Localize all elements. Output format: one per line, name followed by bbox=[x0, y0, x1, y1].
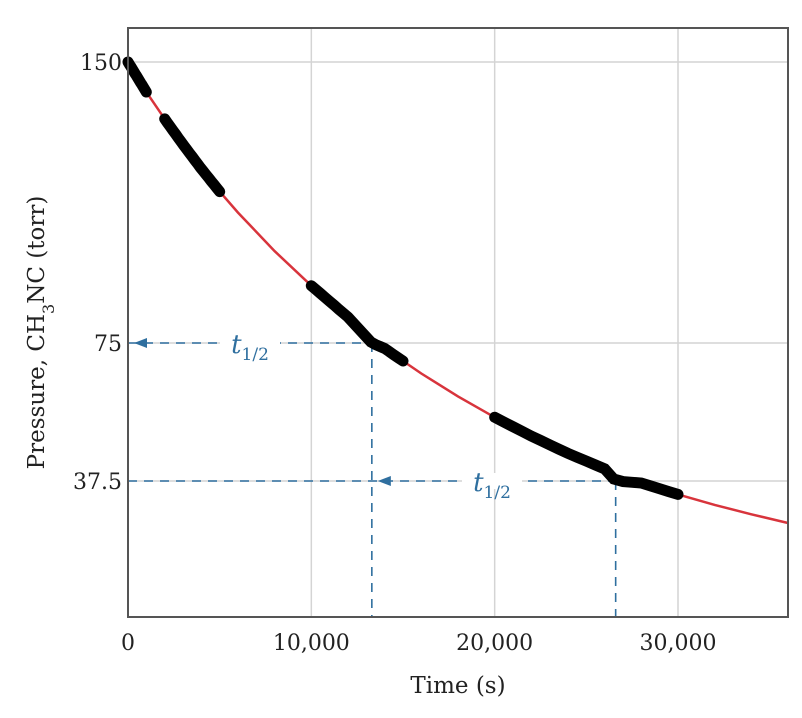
measured-segments bbox=[122, 56, 684, 500]
measured-segment bbox=[489, 411, 684, 500]
measured-segment bbox=[159, 113, 226, 198]
y-axis-title-prefix: Pressure, CH bbox=[24, 314, 50, 469]
y-tick-label: 75 bbox=[94, 332, 122, 357]
x-tick-label: 10,000 bbox=[273, 631, 350, 656]
y-axis-title-sub: 3 bbox=[39, 304, 58, 314]
fitted-curve bbox=[126, 61, 789, 525]
x-tick-label: 30,000 bbox=[640, 631, 717, 656]
y-tick-label: 37.5 bbox=[73, 470, 122, 495]
half-life-label: t1/2 bbox=[473, 468, 511, 503]
plot-frame bbox=[127, 27, 789, 618]
measured-segment bbox=[122, 56, 152, 98]
half-life-arrowhead bbox=[134, 338, 147, 348]
grid-lines bbox=[128, 28, 788, 617]
x-tick-label: 20,000 bbox=[456, 631, 533, 656]
y-axis-title-suffix: NC (torr) bbox=[24, 196, 50, 304]
x-axis-title: Time (s) bbox=[410, 673, 505, 699]
y-axis-title: Pressure, CH3NC (torr) bbox=[24, 196, 58, 470]
half-life-arrowhead bbox=[377, 476, 391, 486]
y-tick-labels: 150 75 37.5 bbox=[73, 51, 122, 495]
x-tick-label: 0 bbox=[121, 631, 135, 656]
measured-segment bbox=[305, 280, 409, 367]
half-life-label-bg bbox=[462, 473, 522, 489]
curve-group bbox=[126, 61, 789, 525]
half-life-label-bg bbox=[220, 335, 280, 351]
y-tick-label: 150 bbox=[80, 51, 122, 76]
half-life-guides: t1/2 t1/2 bbox=[128, 330, 617, 617]
x-tick-labels: 0 10,000 20,000 30,000 bbox=[121, 631, 716, 656]
half-life-label: t1/2 bbox=[231, 330, 269, 365]
